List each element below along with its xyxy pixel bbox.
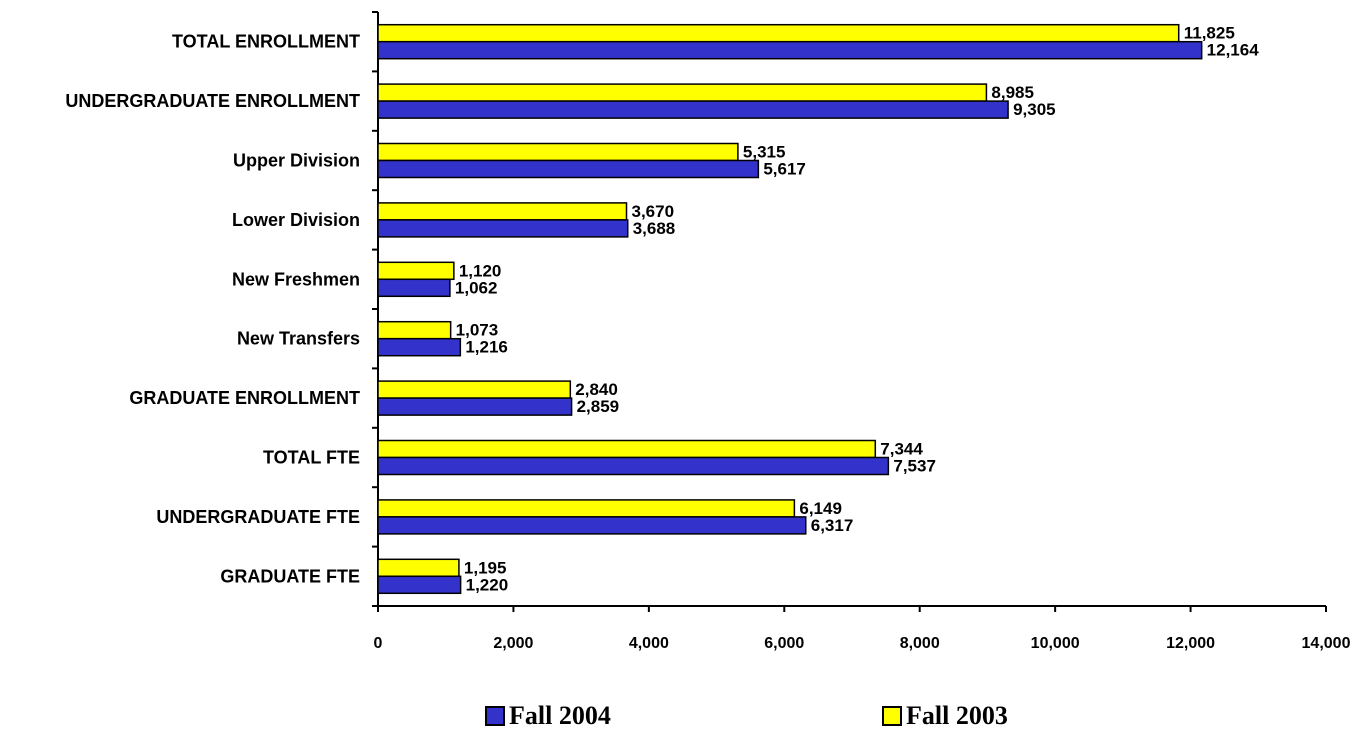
category-label-graduate-fte: GRADUATE FTE <box>220 566 360 586</box>
category-label-undergraduate-enrollment: UNDERGRADUATE ENROLLMENT <box>65 91 360 111</box>
bar-fall-2004-undergraduate-fte <box>377 516 807 535</box>
data-label-fall-2004-total-fte: 7,537 <box>893 457 936 476</box>
x-tick-label: 2,000 <box>493 635 533 652</box>
data-label-fall-2003-new-transfers: 1,073 <box>456 321 499 340</box>
data-label-fall-2004-new-transfers: 1,216 <box>465 338 508 357</box>
legend-label-fall-2003: Fall 2003 <box>906 701 1008 730</box>
bar-fall-2004-graduate-fte <box>377 575 462 595</box>
data-label-fall-2003-new-freshmen: 1,120 <box>459 261 502 280</box>
data-label-fall-2004-graduate-fte: 1,220 <box>466 575 509 594</box>
category-label-lower-division: Lower Division <box>232 210 360 230</box>
data-label-fall-2003-undergraduate-enrollment: 8,985 <box>991 83 1034 102</box>
bar-fall-2003-lower-division <box>377 202 628 221</box>
x-tick-label: 8,000 <box>900 635 940 652</box>
bar-fall-2003-total-enrollment <box>377 23 1180 43</box>
bar-fall-2003-new-transfers <box>377 320 452 340</box>
x-tick-label: 12,000 <box>1166 635 1215 652</box>
x-tick-label: 14,000 <box>1302 635 1351 652</box>
bar-fall-2004-upper-division <box>377 159 760 179</box>
bar-fall-2004-total-fte <box>377 456 890 476</box>
data-label-fall-2003-undergraduate-fte: 6,149 <box>799 499 842 518</box>
bar-fall-2003-upper-division <box>377 142 739 162</box>
data-label-fall-2003-graduate-fte: 1,195 <box>464 558 507 577</box>
data-label-fall-2004-undergraduate-fte: 6,317 <box>811 516 854 535</box>
category-label-new-transfers: New Transfers <box>237 329 360 349</box>
data-label-fall-2003-total-enrollment: 11,825 <box>1184 24 1235 43</box>
category-label-total-enrollment: TOTAL ENROLLMENT <box>172 32 360 52</box>
x-tick-label: 10,000 <box>1031 635 1080 652</box>
legend-swatch-fall-2004 <box>485 706 505 726</box>
category-label-undergraduate-fte: UNDERGRADUATE FTE <box>156 507 360 527</box>
legend-swatch-fall-2003 <box>882 706 902 726</box>
x-tick-label: 6,000 <box>764 635 804 652</box>
data-label-fall-2003-total-fte: 7,344 <box>880 440 923 459</box>
legend-item-fall-2003: Fall 2003 <box>882 702 1008 730</box>
bar-chart: 0 2,000 4,000 6,000 8,000 10,000 12,000 14,000 T… <box>65 11 1351 652</box>
bar-fall-2003-undergraduate-fte <box>377 499 796 518</box>
data-label-fall-2004-graduate-enrollment: 2,859 <box>577 397 620 416</box>
category-label-upper-division: Upper Division <box>233 151 360 171</box>
bar-fall-2003-undergraduate-enrollment <box>377 83 988 102</box>
bar-fall-2004-total-enrollment <box>377 40 1203 60</box>
data-label-fall-2004-total-enrollment: 12,164 <box>1207 41 1260 60</box>
data-label-fall-2004-new-freshmen: 1,062 <box>455 278 498 297</box>
category-label-graduate-enrollment: GRADUATE ENROLLMENT <box>129 388 360 408</box>
data-label-fall-2003-lower-division: 3,670 <box>632 202 675 221</box>
bar-fall-2004-lower-division <box>377 219 629 238</box>
data-label-fall-2003-graduate-enrollment: 2,840 <box>575 380 618 399</box>
legend-label-fall-2004: Fall 2004 <box>509 701 611 730</box>
data-label-fall-2003-upper-division: 5,315 <box>743 143 786 162</box>
bar-fall-2004-new-freshmen <box>377 278 451 298</box>
bar-fall-2003-graduate-fte <box>377 558 460 578</box>
bar-fall-2003-new-freshmen <box>377 261 455 281</box>
legend-item-fall-2004: Fall 2004 <box>485 702 611 730</box>
x-tick-label: 0 <box>374 635 383 652</box>
bar-fall-2004-new-transfers <box>377 337 462 357</box>
data-label-fall-2004-undergraduate-enrollment: 9,305 <box>1013 100 1056 119</box>
bar-fall-2004-graduate-enrollment <box>377 397 573 416</box>
x-tick-label: 4,000 <box>629 635 669 652</box>
bar-fall-2003-graduate-enrollment <box>377 380 572 399</box>
category-label-total-fte: TOTAL FTE <box>263 448 360 468</box>
category-label-new-freshmen: New Freshmen <box>232 269 360 289</box>
bar-fall-2003-total-fte <box>377 439 877 459</box>
data-label-fall-2004-upper-division: 5,617 <box>763 160 806 179</box>
bar-fall-2004-undergraduate-enrollment <box>377 100 1009 119</box>
data-label-fall-2004-lower-division: 3,688 <box>633 219 676 238</box>
